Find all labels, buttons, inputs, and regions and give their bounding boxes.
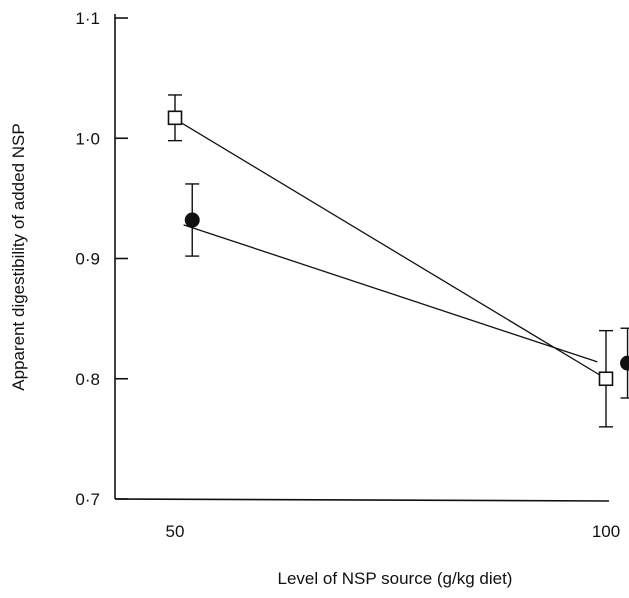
x-axis-line bbox=[114, 498, 610, 502]
axes bbox=[114, 14, 610, 502]
y-tick-label: 0·7 bbox=[75, 490, 100, 509]
markers bbox=[167, 110, 629, 387]
series-1-fit-line bbox=[174, 118, 607, 380]
open-square-point bbox=[167, 110, 183, 126]
y-tick-label: 0·9 bbox=[75, 250, 100, 269]
x-axis-label: Level of NSP source (g/kg diet) bbox=[278, 569, 513, 588]
y-ticks: 0·7 0·8 0·9 1·0 1·1 bbox=[75, 9, 128, 509]
x-ticks: 50 100 bbox=[166, 522, 621, 541]
error-bars bbox=[168, 94, 629, 428]
filled-circle-point bbox=[184, 212, 200, 228]
x-tick-label: 100 bbox=[592, 522, 620, 541]
x-tick-label: 50 bbox=[166, 522, 185, 541]
y-tick-label: 1·1 bbox=[75, 9, 100, 28]
y-axis-label: Apparent digestibility of added NSP bbox=[9, 123, 28, 390]
open-square-point bbox=[598, 371, 614, 387]
series-2-fit-line bbox=[183, 224, 598, 363]
y-tick-label: 1·0 bbox=[75, 129, 100, 148]
filled-circle-point bbox=[620, 355, 629, 371]
fit-lines bbox=[174, 118, 607, 380]
y-tick-label: 0·8 bbox=[75, 370, 100, 389]
